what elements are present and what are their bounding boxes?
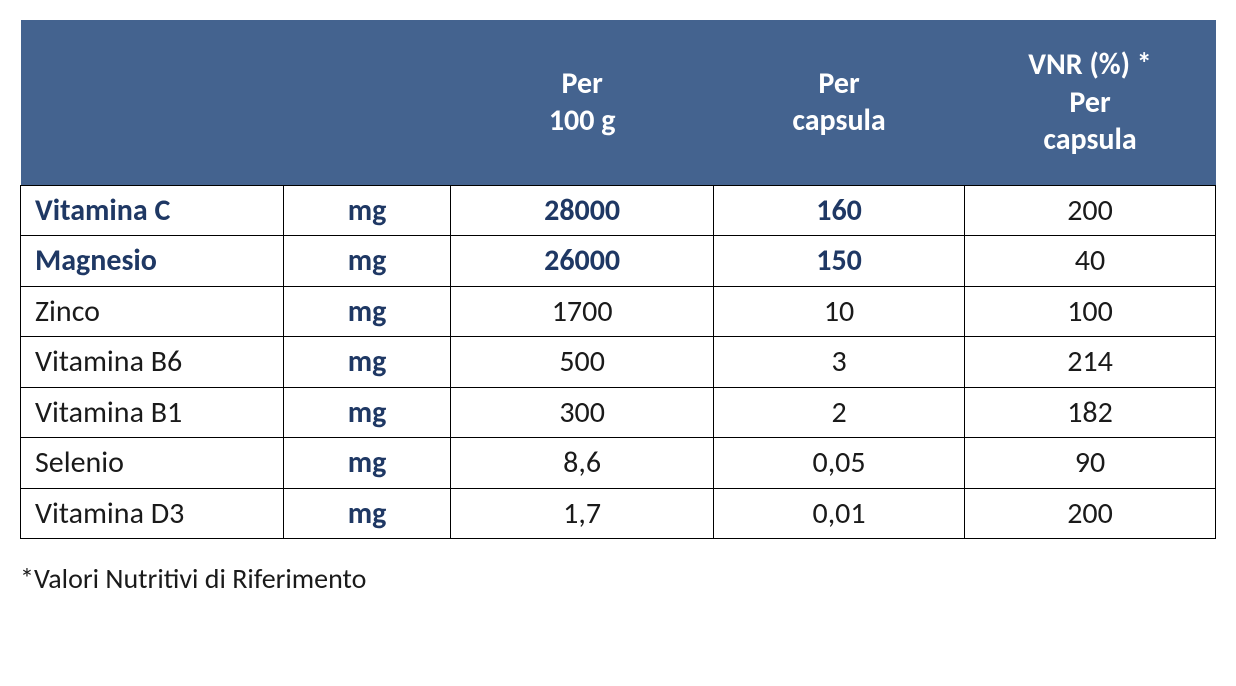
table-row: Vitamina B6mg5003214	[21, 337, 1216, 388]
cell-unit: mg	[283, 438, 450, 489]
table-row: Vitamina Cmg28000160200	[21, 185, 1216, 236]
cell-per100g: 500	[451, 337, 714, 388]
table-row: Vitamina D3mg1,70,01200	[21, 488, 1216, 539]
cell-percapsula: 160	[714, 185, 965, 236]
header-vnr: VNR (%) * Per capsula	[965, 20, 1216, 185]
cell-vnr: 90	[965, 438, 1216, 489]
cell-vnr: 200	[965, 185, 1216, 236]
cell-per100g: 1700	[451, 286, 714, 337]
header-vnr-line1: VNR (%) *	[1028, 46, 1151, 83]
cell-vnr: 40	[965, 236, 1216, 287]
cell-per100g: 8,6	[451, 438, 714, 489]
cell-percapsula: 0,05	[714, 438, 965, 489]
header-unit-empty	[283, 20, 450, 185]
table-row: Zincomg170010100	[21, 286, 1216, 337]
header-per100g: Per 100 g	[451, 20, 714, 185]
cell-percapsula: 3	[714, 337, 965, 388]
cell-per100g: 300	[451, 387, 714, 438]
cell-per100g: 1,7	[451, 488, 714, 539]
cell-unit: mg	[283, 337, 450, 388]
header-vnr-line2: Per	[1069, 84, 1110, 121]
header-per100g-line2: 100 g	[549, 102, 616, 139]
cell-nutrient: Vitamina B6	[21, 337, 284, 388]
table-row: Magnesiomg2600015040	[21, 236, 1216, 287]
cell-vnr: 214	[965, 337, 1216, 388]
cell-unit: mg	[283, 236, 450, 287]
nutrition-table: Per 100 g Per capsula VNR (%) * Per caps…	[20, 20, 1216, 539]
cell-unit: mg	[283, 286, 450, 337]
cell-vnr: 182	[965, 387, 1216, 438]
cell-nutrient: Vitamina D3	[21, 488, 284, 539]
header-row: Per 100 g Per capsula VNR (%) * Per caps…	[21, 20, 1216, 185]
header-vnr-line3: capsula	[1043, 121, 1136, 158]
table-row: Vitamina B1mg3002182	[21, 387, 1216, 438]
cell-nutrient: Vitamina B1	[21, 387, 284, 438]
cell-percapsula: 2	[714, 387, 965, 438]
cell-nutrient: Magnesio	[21, 236, 284, 287]
header-percapsula-line1: Per	[818, 65, 859, 102]
table-head: Per 100 g Per capsula VNR (%) * Per caps…	[21, 20, 1216, 185]
cell-nutrient: Vitamina C	[21, 185, 284, 236]
table-body: Vitamina Cmg28000160200Magnesiomg2600015…	[21, 185, 1216, 539]
cell-unit: mg	[283, 185, 450, 236]
header-percapsula: Per capsula	[714, 20, 965, 185]
cell-vnr: 100	[965, 286, 1216, 337]
header-nutrient-empty	[21, 20, 284, 185]
header-percapsula-line2: capsula	[792, 102, 885, 139]
cell-nutrient: Selenio	[21, 438, 284, 489]
cell-per100g: 26000	[451, 236, 714, 287]
nutrition-table-container: Per 100 g Per capsula VNR (%) * Per caps…	[20, 20, 1216, 596]
table-row: Seleniomg8,60,0590	[21, 438, 1216, 489]
header-per100g-line1: Per	[562, 65, 603, 102]
cell-unit: mg	[283, 488, 450, 539]
cell-vnr: 200	[965, 488, 1216, 539]
cell-nutrient: Zinco	[21, 286, 284, 337]
cell-percapsula: 150	[714, 236, 965, 287]
cell-percapsula: 0,01	[714, 488, 965, 539]
cell-percapsula: 10	[714, 286, 965, 337]
cell-unit: mg	[283, 387, 450, 438]
footnote-text: *Valori Nutritivi di Riferimento	[20, 561, 1216, 596]
cell-per100g: 28000	[451, 185, 714, 236]
